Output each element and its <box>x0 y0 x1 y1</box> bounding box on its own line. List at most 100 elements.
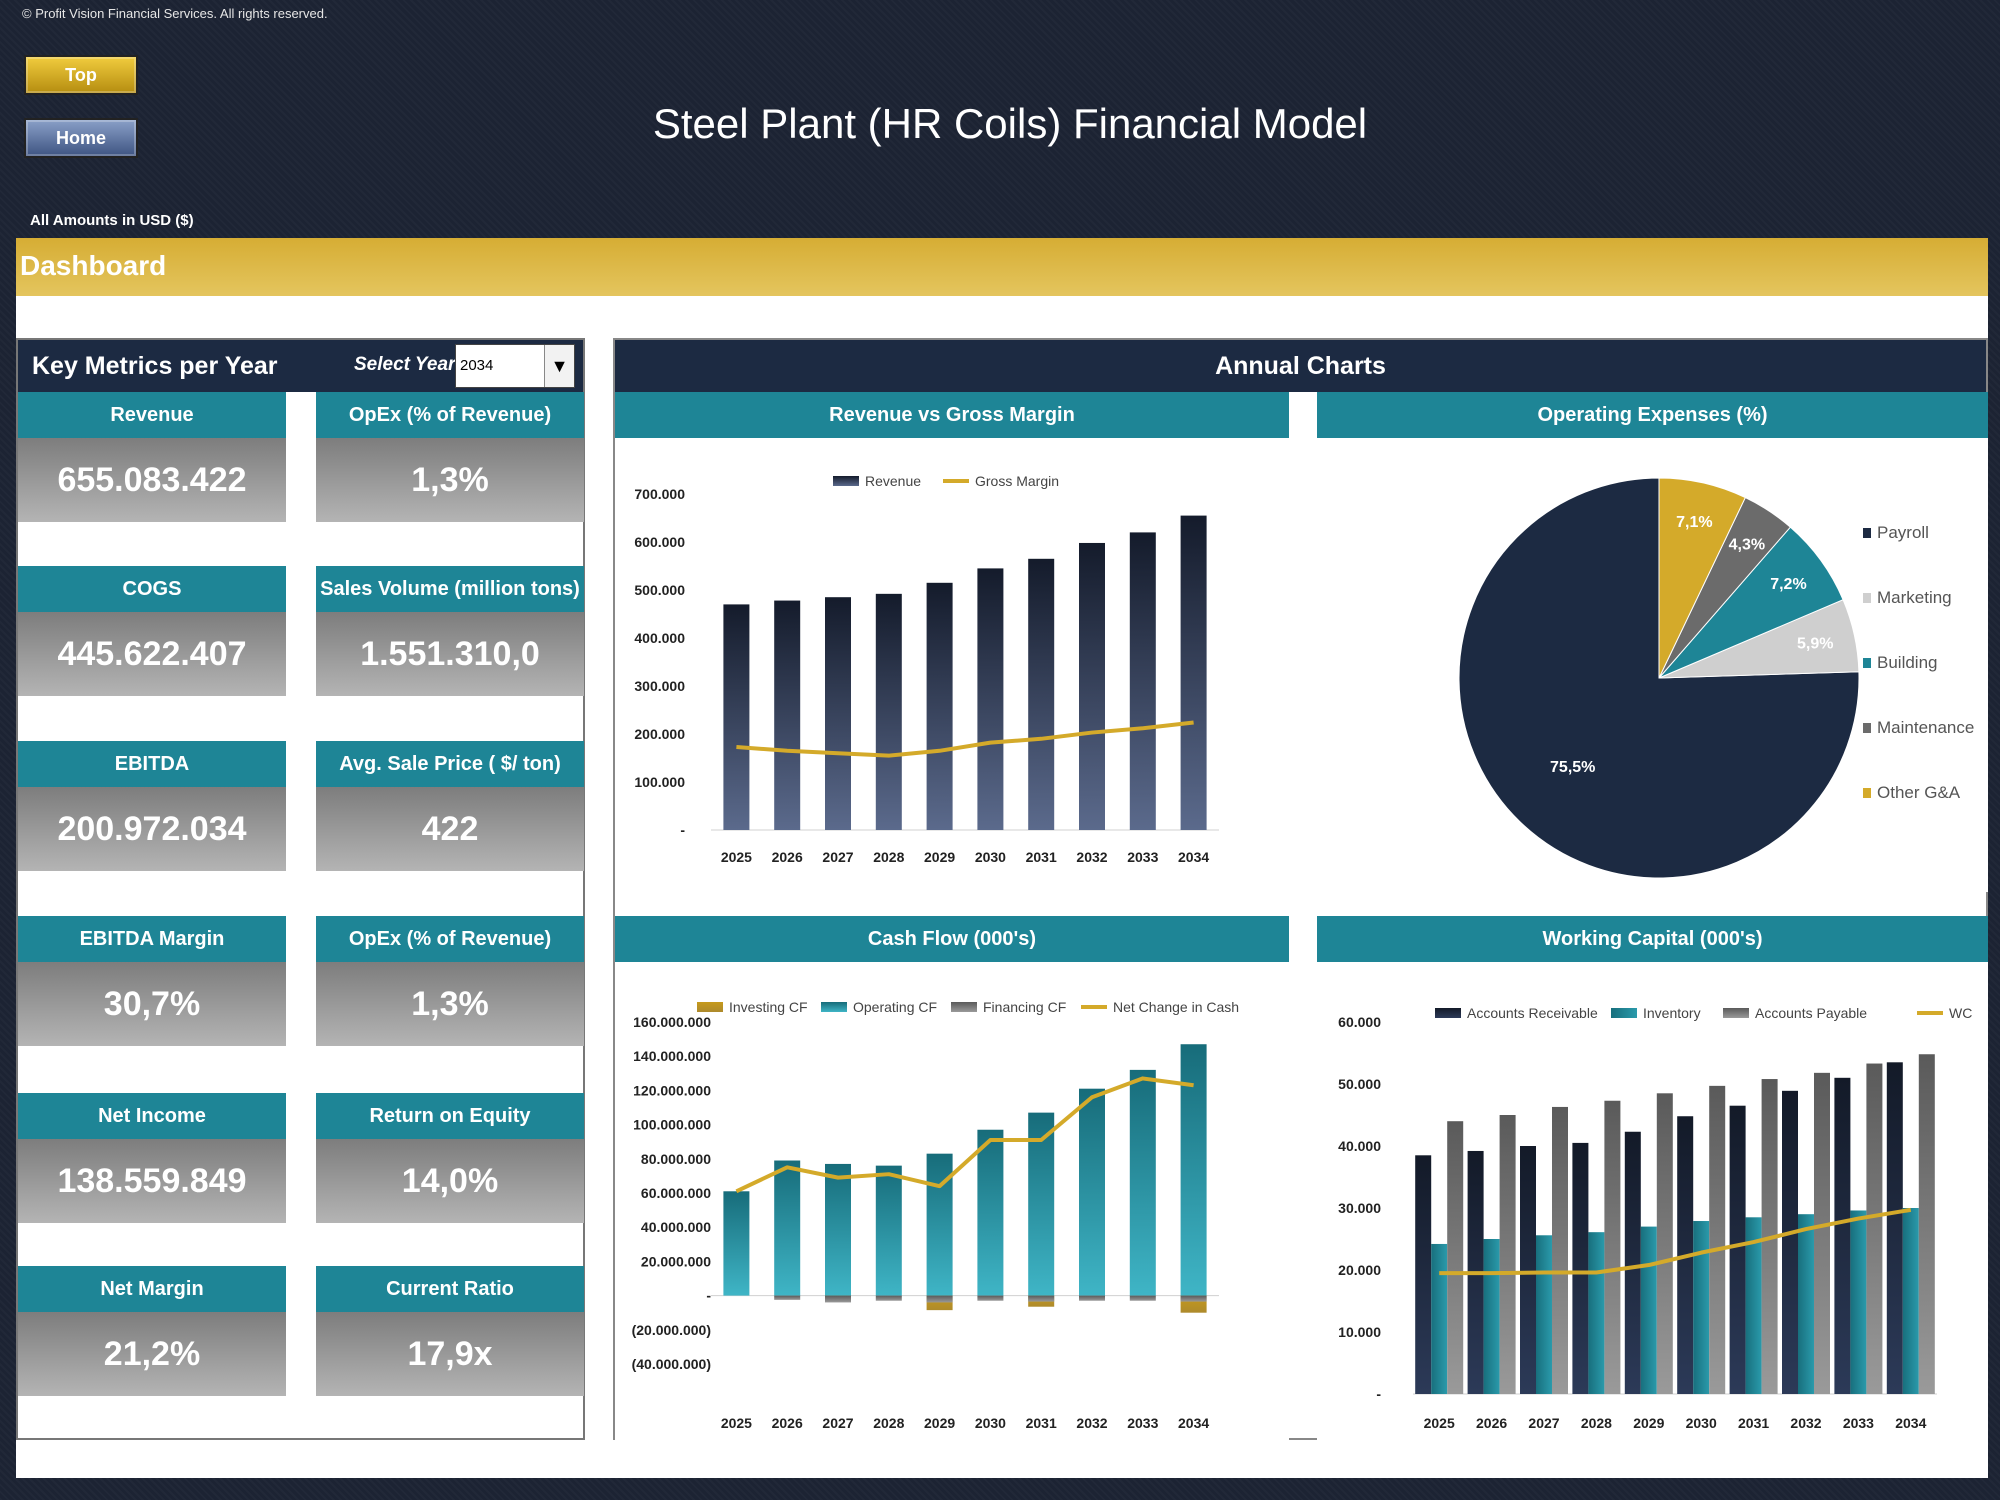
metric-value: 1,3% <box>316 962 584 1046</box>
bar-revenue <box>774 600 801 830</box>
x-tick-label: 2034 <box>1178 1415 1209 1431</box>
legend-swatch <box>1863 658 1871 668</box>
bar-financing-cf <box>926 1295 953 1303</box>
y-tick-label: - <box>1376 1386 1381 1402</box>
bar-accounts-receivable <box>1886 1062 1903 1394</box>
x-tick-label: 2027 <box>822 849 853 865</box>
metric-label: Net Income <box>18 1093 286 1139</box>
legend-swatch <box>697 1002 723 1012</box>
metric-value: 138.559.849 <box>18 1139 286 1223</box>
metric-label: Sales Volume (million tons) <box>316 566 584 612</box>
x-tick-label: 2033 <box>1843 1415 1874 1431</box>
bar-revenue <box>977 568 1004 830</box>
bar-revenue <box>1079 542 1105 830</box>
metric-card: Net Margin 21,2% <box>18 1266 286 1396</box>
working-capital-svg: - 10.000 20.000 30.000 40.000 50.000 60.000 202… <box>1338 1005 1972 1431</box>
metric-card: Return on Equity 14,0% <box>316 1093 584 1223</box>
x-tick-label: 2026 <box>772 1415 803 1431</box>
y-tick-label: 50.000 <box>1338 1076 1381 1092</box>
opex-pie-chart: Operating Expenses (%) 75,5% 5,9% 7,2% 4,3%… <box>1317 392 1988 892</box>
metric-value: 422 <box>316 787 584 871</box>
bar-accounts-receivable <box>1415 1155 1432 1394</box>
pie-data-label: 75,5% <box>1550 759 1595 776</box>
legend-label: Other G&A <box>1877 783 1961 802</box>
chevron-down-icon[interactable]: ▼ <box>544 345 574 387</box>
metric-card: EBITDA Margin 30,7% <box>18 916 286 1046</box>
legend-label: Investing CF <box>729 999 808 1015</box>
y-tick-label: 20.000 <box>1338 1262 1381 1278</box>
annual-charts-header: Annual Charts <box>615 340 1986 392</box>
bar-revenue <box>1180 515 1207 830</box>
bar-revenue <box>1129 532 1156 830</box>
bar-revenue <box>875 593 902 830</box>
x-tick-label: 2033 <box>1127 1415 1158 1431</box>
metric-card: Revenue 655.083.422 <box>18 392 286 522</box>
y-tick-label: 500.000 <box>634 582 685 598</box>
y-tick-label: 160.000.000 <box>633 1014 711 1030</box>
x-tick-label: 2028 <box>873 1415 904 1431</box>
metric-label: COGS <box>18 566 286 612</box>
y-tick-label: 60.000.000 <box>641 1185 711 1201</box>
x-tick-label: 2031 <box>1026 849 1057 865</box>
bar-operating-cf <box>1028 1112 1055 1296</box>
line-gross-margin <box>736 720 1194 758</box>
year-select[interactable]: 2034 ▼ <box>455 344 575 388</box>
y-tick-label: 60.000 <box>1338 1014 1381 1030</box>
copyright-text: © Profit Vision Financial Services. All … <box>22 6 328 21</box>
bar-operating-cf <box>875 1165 902 1296</box>
x-tick-label: 2028 <box>1581 1415 1612 1431</box>
bar-accounts-receivable <box>1782 1090 1798 1394</box>
y-tick-label: 10.000 <box>1338 1324 1381 1340</box>
metric-value: 21,2% <box>18 1312 286 1396</box>
metric-label: Return on Equity <box>316 1093 584 1139</box>
x-tick-label: 2027 <box>1528 1415 1559 1431</box>
bar-inventory <box>1588 1232 1605 1394</box>
key-metrics-header: Key Metrics per Year Select Year 2034 ▼ <box>18 340 583 392</box>
bar-inventory <box>1745 1217 1762 1394</box>
bar-accounts-payable <box>1918 1054 1935 1394</box>
metric-card: COGS 445.622.407 <box>18 566 286 696</box>
x-tick-label: 2025 <box>721 849 752 865</box>
top-button[interactable]: Top <box>24 55 138 95</box>
bar-operating-cf <box>1079 1088 1105 1296</box>
bar-operating-cf <box>774 1160 801 1296</box>
bar-operating-cf <box>723 1191 750 1296</box>
x-tick-label: 2031 <box>1738 1415 1769 1431</box>
annual-charts-title: Annual Charts <box>1215 351 1386 380</box>
x-tick-label: 2031 <box>1026 1415 1057 1431</box>
bar-inventory <box>1902 1208 1919 1394</box>
pie-data-label: 5,9% <box>1797 636 1833 653</box>
legend-label: Operating CF <box>853 999 937 1015</box>
bar-inventory <box>1640 1226 1657 1394</box>
y-tick-label: 40.000.000 <box>641 1219 711 1235</box>
bar-accounts-payable <box>1656 1093 1673 1394</box>
x-tick-label: 2025 <box>721 1415 752 1431</box>
x-tick-label: 2030 <box>975 849 1006 865</box>
x-tick-label: 2032 <box>1076 1415 1107 1431</box>
y-tick-label: 200.000 <box>634 726 685 742</box>
legend-label: Revenue <box>865 473 921 489</box>
x-tick-label: 2027 <box>822 1415 853 1431</box>
bar-financing-cf <box>875 1295 902 1301</box>
bar-accounts-receivable <box>1624 1131 1641 1394</box>
dashboard-header: Dashboard <box>16 238 1988 296</box>
annual-charts-panel: Annual Charts Revenue vs Gross Margin - 1… <box>613 338 1988 1440</box>
currency-note: All Amounts in USD ($) <box>30 212 194 229</box>
bar-accounts-payable <box>1604 1100 1621 1394</box>
pie-slice-other-g-a <box>1658 477 1746 679</box>
bar-accounts-receivable <box>1729 1105 1746 1394</box>
y-tick-label: 80.000.000 <box>641 1151 711 1167</box>
metric-value: 17,9x <box>316 1312 584 1396</box>
legend-swatch <box>1863 528 1871 538</box>
bar-inventory <box>1798 1214 1814 1394</box>
year-select-value: 2034 <box>460 357 494 374</box>
bar-accounts-payable <box>1814 1072 1830 1394</box>
bar-accounts-payable <box>1499 1115 1516 1394</box>
bar-accounts-receivable <box>1834 1077 1851 1394</box>
bar-inventory <box>1431 1243 1448 1394</box>
home-button[interactable]: Home <box>24 118 138 158</box>
metric-card: Avg. Sale Price ( $/ ton) 422 <box>316 741 584 871</box>
metric-card: OpEx (% of Revenue) 1,3% <box>316 916 584 1046</box>
legend-label: Net Change in Cash <box>1113 999 1239 1015</box>
bar-operating-cf <box>977 1129 1004 1296</box>
